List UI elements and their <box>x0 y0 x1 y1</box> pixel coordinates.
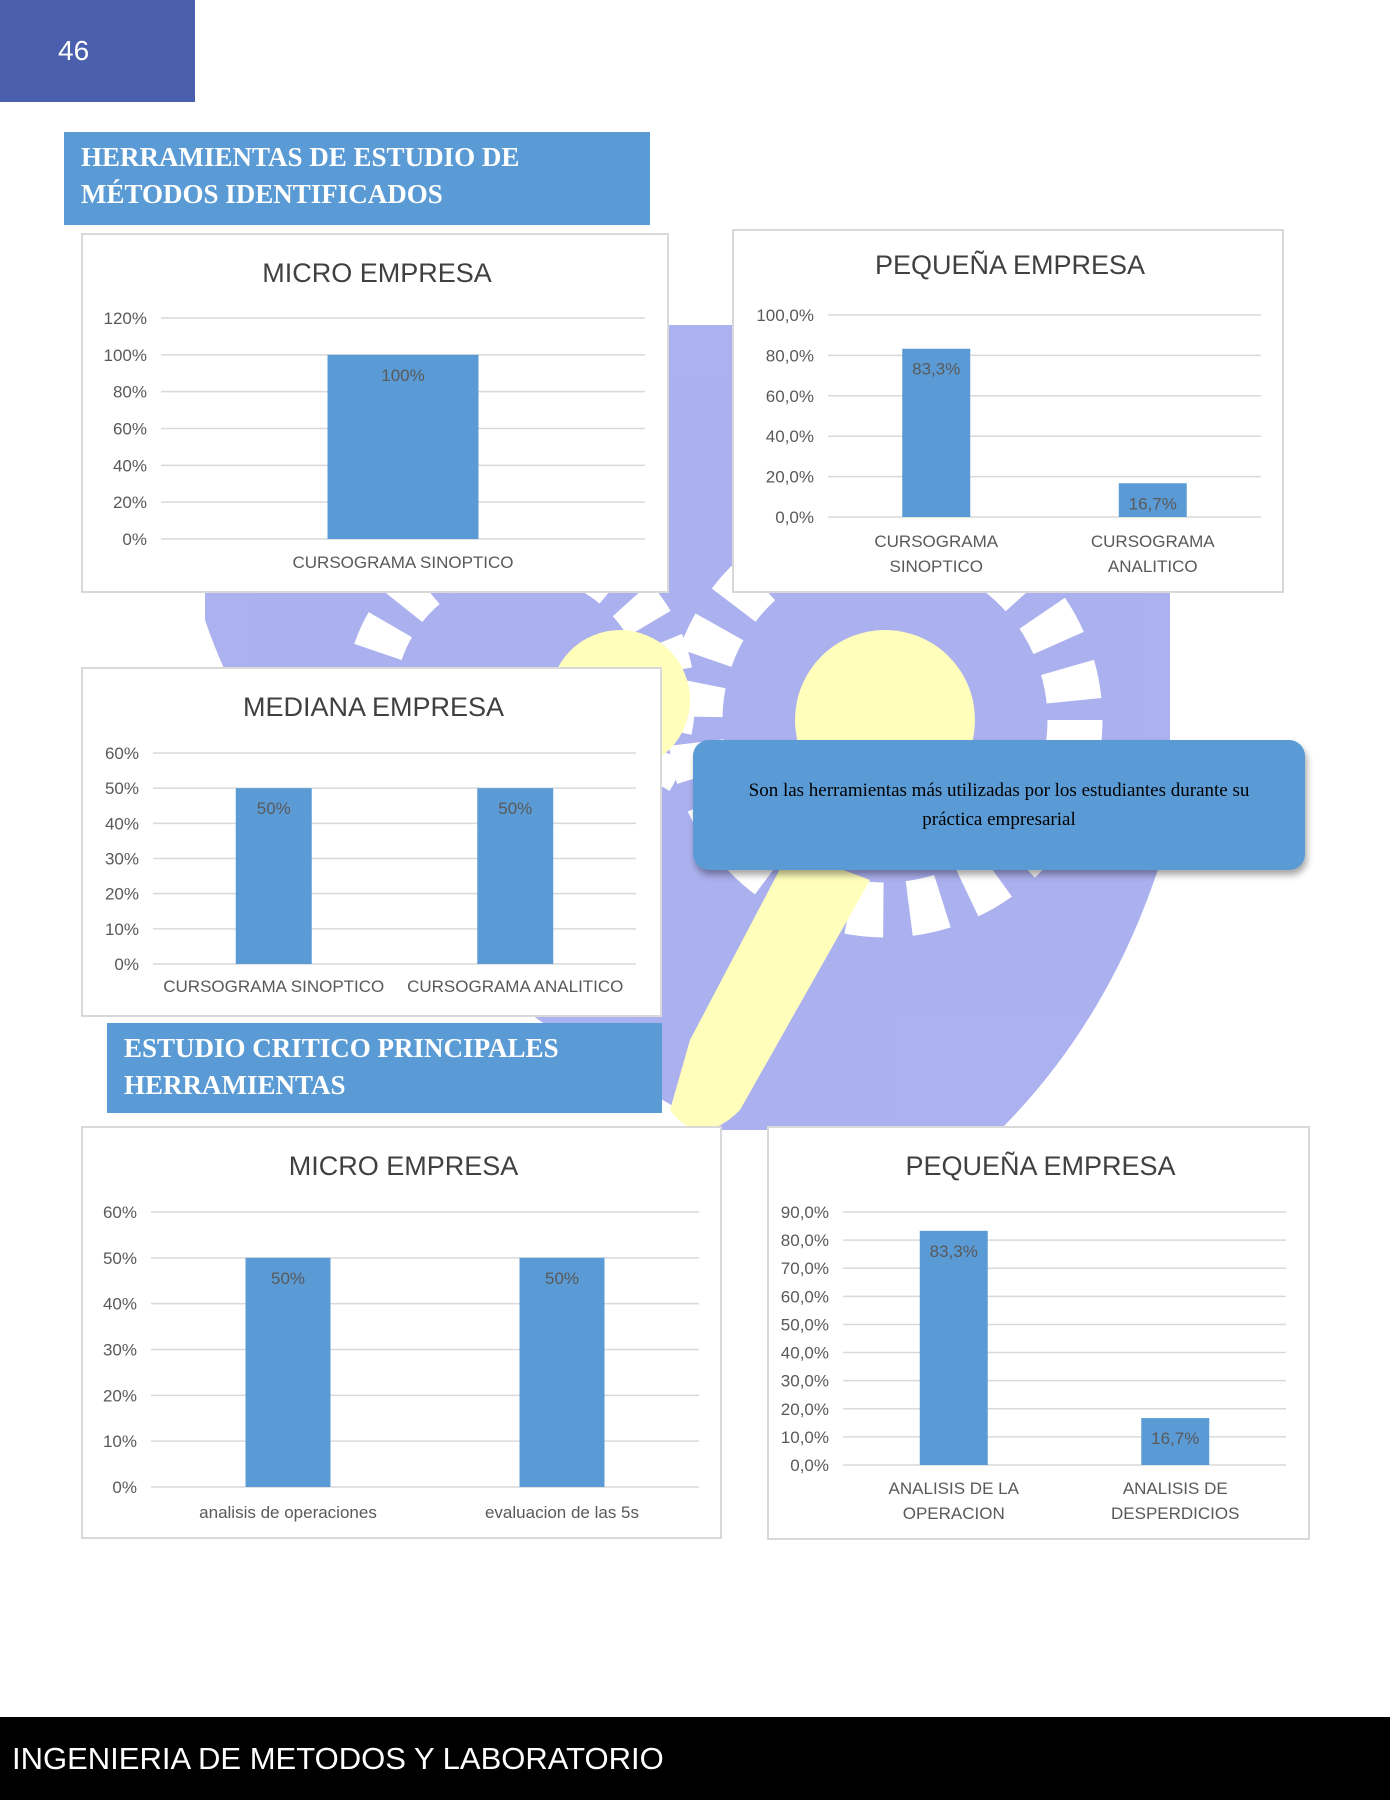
category-label: ANALISIS DE LA <box>889 1479 1020 1498</box>
bar <box>245 1257 331 1487</box>
section-title-line1: HERRAMIENTAS DE ESTUDIO DE <box>81 142 520 172</box>
chart-pequena-empresa-2: PEQUEÑA EMPRESA 0,0% 10,0% 20,0% 30,0% 40,0% 5… <box>767 1126 1310 1540</box>
y-tick-label: 20% <box>103 1386 137 1405</box>
y-tick-label: 90,0% <box>781 1203 829 1222</box>
note-text: Son las herramientas más utilizadas por … <box>748 780 1250 830</box>
y-tick-label: 30% <box>103 1341 137 1360</box>
chart-micro-empresa-1: MICRO EMPRESA 0% 20% 40% 60% 80% 100% 120% 100% C… <box>81 233 669 593</box>
data-label: 83,3% <box>930 1242 978 1261</box>
y-tick-label: 40% <box>113 456 147 475</box>
y-tick-label: 10,0% <box>781 1428 829 1447</box>
y-tick-label: 80,0% <box>781 1231 829 1250</box>
chart-svg: PEQUEÑA EMPRESA 0,0% 10,0% 20,0% 30,0% 40,0% 5… <box>781 1150 1286 1523</box>
footer-title: INGENIERIA DE METODOS Y LABORATORIO <box>12 1740 664 1776</box>
chart-title: PEQUEÑA EMPRESA <box>875 249 1145 280</box>
footer-bar: INGENIERIA DE METODOS Y LABORATORIO <box>0 1717 1390 1800</box>
section-banner-tools-identified: HERRAMIENTAS DE ESTUDIO DE MÉTODOS IDENT… <box>64 132 650 225</box>
y-tick-label: 70,0% <box>781 1259 829 1278</box>
y-tick-label: 100,0% <box>756 306 814 325</box>
y-tick-label: 0% <box>114 955 139 974</box>
note-callout: Son las herramientas más utilizadas por … <box>693 740 1305 870</box>
page-number: 46 <box>0 0 195 102</box>
category-label: OPERACION <box>903 1504 1005 1523</box>
data-label: 100% <box>381 366 424 385</box>
bar <box>519 1257 605 1487</box>
section-title-line1: ESTUDIO CRITICO PRINCIPALES <box>124 1033 559 1063</box>
category-label: SINOPTICO <box>889 557 983 576</box>
y-tick-label: 60% <box>113 420 147 439</box>
section-title-line2: MÉTODOS IDENTIFICADOS <box>81 179 443 209</box>
section-banner-critical-study: ESTUDIO CRITICO PRINCIPALES HERRAMIENTAS <box>107 1023 662 1113</box>
chart-title: PEQUEÑA EMPRESA <box>905 1150 1175 1181</box>
chart-pequena-empresa-1: PEQUEÑA EMPRESA 0,0% 20,0% 40,0% 60,0% 80,0% 1… <box>732 229 1284 593</box>
data-label: 50% <box>271 1269 305 1288</box>
chart-svg: MICRO EMPRESA 0% 10% 20% 30% 40% 50% 60% 50% anal… <box>103 1151 699 1522</box>
bar <box>477 788 554 964</box>
chart-svg: PEQUEÑA EMPRESA 0,0% 20,0% 40,0% 60,0% 80,0% 1… <box>756 249 1261 576</box>
bar <box>327 354 479 539</box>
section-title-line2: HERRAMIENTAS <box>124 1070 346 1100</box>
y-tick-label: 20% <box>113 493 147 512</box>
y-tick-label: 20,0% <box>781 1400 829 1419</box>
data-label: 50% <box>498 799 532 818</box>
y-tick-label: 40,0% <box>781 1344 829 1363</box>
page-number-text: 46 <box>58 35 90 66</box>
y-tick-label: 40,0% <box>766 427 814 446</box>
category-label: evaluacion de las 5s <box>485 1503 639 1522</box>
y-tick-label: 80% <box>113 383 147 402</box>
y-tick-label: 0% <box>112 1478 137 1497</box>
bar <box>1141 1418 1210 1465</box>
category-label: ANALITICO <box>1108 557 1198 576</box>
y-tick-label: 20,0% <box>766 468 814 487</box>
y-tick-label: 80,0% <box>766 346 814 365</box>
bar <box>1118 483 1187 517</box>
y-tick-label: 0% <box>122 530 147 549</box>
y-tick-label: 30,0% <box>781 1372 829 1391</box>
data-label: 50% <box>545 1269 579 1288</box>
category-label: CURSOGRAMA SINOPTICO <box>292 553 513 572</box>
data-label: 16,7% <box>1129 494 1177 513</box>
category-label: CURSOGRAMA ANALITICO <box>407 977 623 996</box>
bar <box>235 788 312 964</box>
category-label: CURSOGRAMA <box>874 532 998 551</box>
y-tick-label: 60% <box>103 1203 137 1222</box>
chart-title: MEDIANA EMPRESA <box>243 692 504 722</box>
chart-mediana-empresa: MEDIANA EMPRESA 0% 10% 20% 30% 40% 50% 60% 50% CU… <box>81 667 662 1017</box>
data-label: 50% <box>257 799 291 818</box>
y-tick-label: 50,0% <box>781 1315 829 1334</box>
bar <box>902 348 971 517</box>
y-tick-label: 60% <box>105 744 139 763</box>
chart-micro-empresa-2: MICRO EMPRESA 0% 10% 20% 30% 40% 50% 60% 50% anal… <box>81 1126 722 1539</box>
category-label: ANALISIS DE <box>1123 1479 1228 1498</box>
data-label: 83,3% <box>912 360 960 379</box>
y-tick-label: 20% <box>105 885 139 904</box>
y-tick-label: 60,0% <box>766 387 814 406</box>
y-tick-label: 40% <box>103 1295 137 1314</box>
chart-title: MICRO EMPRESA <box>262 258 492 288</box>
y-tick-label: 30% <box>105 850 139 869</box>
data-label: 16,7% <box>1151 1429 1199 1448</box>
y-tick-label: 120% <box>104 309 147 328</box>
category-label: DESPERDICIOS <box>1111 1504 1239 1523</box>
y-tick-label: 10% <box>103 1432 137 1451</box>
y-tick-label: 50% <box>105 779 139 798</box>
chart-svg: MEDIANA EMPRESA 0% 10% 20% 30% 40% 50% 60% 50% CU… <box>105 692 636 996</box>
y-tick-label: 60,0% <box>781 1287 829 1306</box>
chart-svg: MICRO EMPRESA 0% 20% 40% 60% 80% 100% 120% 100% C… <box>104 258 645 572</box>
y-tick-label: 50% <box>103 1249 137 1268</box>
y-tick-label: 40% <box>105 814 139 833</box>
chart-title: MICRO EMPRESA <box>289 1151 519 1181</box>
category-label: analisis de operaciones <box>199 1503 377 1522</box>
bar <box>919 1230 988 1465</box>
y-tick-label: 100% <box>104 346 147 365</box>
y-tick-label: 10% <box>105 920 139 939</box>
y-tick-label: 0,0% <box>775 508 814 527</box>
y-tick-label: 0,0% <box>790 1456 829 1475</box>
category-label: CURSOGRAMA <box>1091 532 1215 551</box>
category-label: CURSOGRAMA SINOPTICO <box>163 977 384 996</box>
